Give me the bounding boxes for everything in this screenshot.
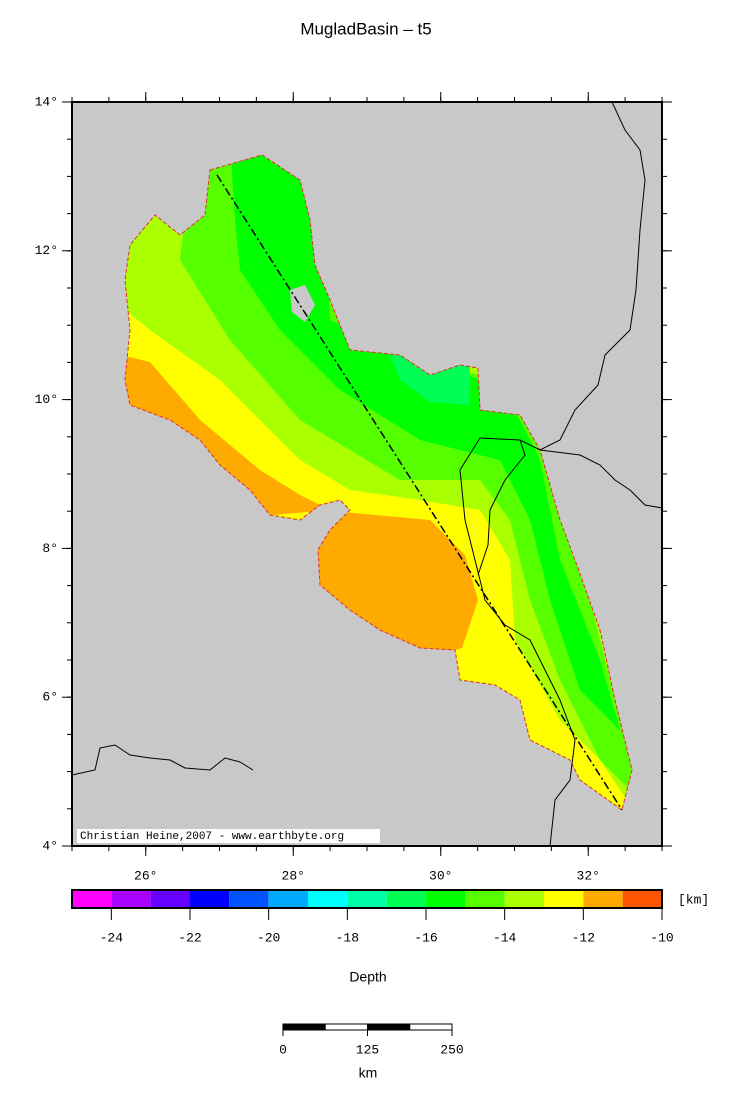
colorbar: -24 -22 -20 -18 -16 -14 -12 -10 (71, 889, 674, 945)
color-swatch (465, 890, 505, 908)
colorbar-tick-label: -12 (572, 930, 595, 945)
scale-segment (324, 1023, 368, 1031)
scale-segment (282, 1023, 326, 1031)
profile-line (216, 174, 623, 811)
x-tick-label: 32° (577, 868, 600, 883)
axes: 26° 28° 30° 32° 4° 6° 8° 10° 12° 14° (35, 92, 672, 883)
color-swatch (308, 890, 348, 908)
color-swatch (622, 890, 662, 908)
color-swatch (229, 890, 269, 908)
y-tick-label: 12° (35, 243, 58, 258)
colorbar-tick-label: -18 (336, 930, 359, 945)
colorbar-label: Depth (349, 969, 386, 985)
color-swatch (347, 890, 387, 908)
color-swatch (504, 890, 544, 908)
scale-tick-label: 0 (279, 1042, 287, 1057)
borders (71, 101, 663, 847)
scale-unit: km (359, 1065, 378, 1081)
y-tick-label: 4° (42, 838, 58, 853)
x-tick-label: 26° (134, 868, 157, 883)
colorbar-tick-label: -22 (178, 930, 201, 945)
colorbar-tick-label: -14 (493, 930, 517, 945)
y-tick-label: 10° (35, 392, 58, 407)
x-tick-label: 30° (429, 868, 452, 883)
color-swatch (190, 890, 230, 908)
credit: Christian Heine,2007 - www.earthbyte.org (80, 831, 344, 843)
color-swatch (72, 890, 112, 908)
colorbar-tick-label: -24 (100, 930, 124, 945)
border (71, 744, 254, 776)
colorbar-frame (71, 889, 663, 909)
title: MugladBasin – t5 (300, 19, 431, 38)
y-tick-label: 8° (42, 541, 58, 556)
scale-segment (367, 1023, 411, 1031)
scale-tick-label: 250 (440, 1042, 463, 1057)
scale-tick-label: 125 (356, 1042, 379, 1057)
colorbar-tick-label: -16 (414, 930, 437, 945)
hole (290, 285, 315, 322)
y-tick-label: 6° (42, 690, 58, 705)
colorbar-tick-label: -10 (650, 930, 673, 945)
credit-box (77, 829, 380, 843)
y-tick-label: 14° (35, 94, 58, 109)
color-swatch (150, 890, 190, 908)
colorbar-unit: [km] (678, 892, 709, 907)
border (477, 439, 526, 576)
scale-bar: 0 125 250 (279, 1023, 464, 1057)
color-swatch (544, 890, 584, 908)
color-swatch (386, 890, 426, 908)
color-swatch (426, 890, 466, 908)
scale-segment (409, 1023, 453, 1031)
color-swatch (583, 890, 623, 908)
color-swatch (111, 890, 151, 908)
x-tick-label: 28° (282, 868, 305, 883)
color-swatch (268, 890, 308, 908)
map: Christian Heine,2007 - www.earthbyte.org (71, 101, 663, 847)
border (539, 449, 663, 509)
colorbar-tick-label: -20 (257, 930, 280, 945)
